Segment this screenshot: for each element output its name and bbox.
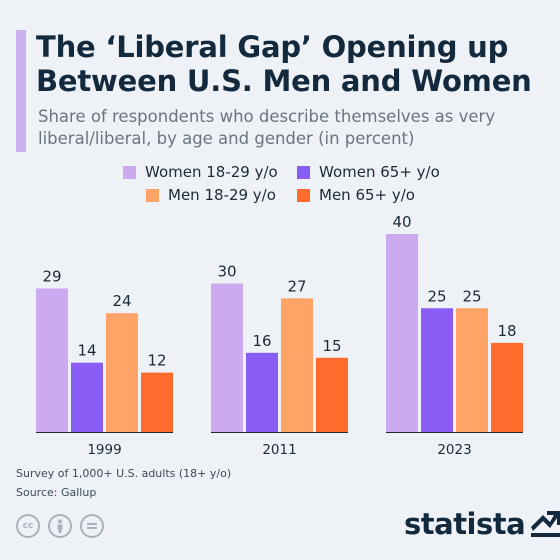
x-tick-label: 2023 (437, 442, 471, 458)
chart-subtitle: Share of respondents who describe themse… (38, 107, 496, 148)
data-label: 14 (77, 342, 96, 360)
data-label: 40 (392, 213, 411, 231)
legend-swatch (297, 165, 310, 179)
cc-icon[interactable]: cc (16, 514, 40, 538)
data-label: 27 (287, 277, 306, 295)
legend-item-men-old: Men 65+ y/o (297, 186, 415, 204)
legend-item-women-young: Women 18-29 y/o (123, 163, 278, 181)
accent-bar (16, 30, 26, 152)
bar (211, 283, 243, 432)
chart-title: The ‘Liberal Gap’ Opening up Between U.S… (36, 30, 532, 98)
statista-logo-icon (531, 511, 560, 537)
license-icons: cc (16, 514, 104, 538)
bar (246, 352, 278, 432)
bar (281, 298, 313, 432)
bar (316, 357, 348, 432)
legend-item-women-old: Women 65+ y/o (297, 163, 440, 181)
bar (141, 372, 173, 432)
legend-swatch (146, 188, 159, 202)
bar (386, 234, 418, 432)
bar (456, 308, 488, 432)
nd-icon[interactable] (80, 514, 104, 538)
equals-icon (87, 523, 97, 529)
survey-note: Survey of 1,000+ U.S. adults (18+ y/o) (16, 467, 232, 480)
legend-label: Men 18-29 y/o (168, 186, 276, 204)
data-label: 29 (42, 267, 61, 285)
bar (36, 288, 68, 432)
data-label: 18 (497, 322, 516, 340)
x-tick-label: 1999 (87, 442, 121, 458)
data-label: 15 (322, 337, 341, 355)
bar (421, 308, 453, 432)
bar (491, 342, 523, 432)
data-label: 12 (147, 352, 166, 370)
statista-logo[interactable]: statista (404, 507, 560, 541)
legend-swatch (297, 188, 310, 202)
data-label: 30 (217, 263, 236, 281)
brand-name: statista (404, 507, 526, 541)
by-icon[interactable] (48, 514, 72, 538)
legend-label: Women 18-29 y/o (145, 163, 278, 181)
bar (106, 313, 138, 432)
data-label: 16 (252, 332, 271, 350)
data-label: 24 (112, 292, 131, 310)
bar (71, 362, 103, 432)
legend-label: Women 65+ y/o (319, 163, 440, 181)
data-label: 25 (427, 287, 446, 305)
legend-item-men-young: Men 18-29 y/o (146, 186, 276, 204)
legend-swatch (123, 165, 136, 179)
data-label: 25 (462, 287, 481, 305)
source-note: Source: Gallup (16, 486, 97, 499)
legend-label: Men 65+ y/o (319, 186, 415, 204)
person-icon (57, 519, 63, 533)
x-tick-label: 2011 (262, 442, 296, 458)
